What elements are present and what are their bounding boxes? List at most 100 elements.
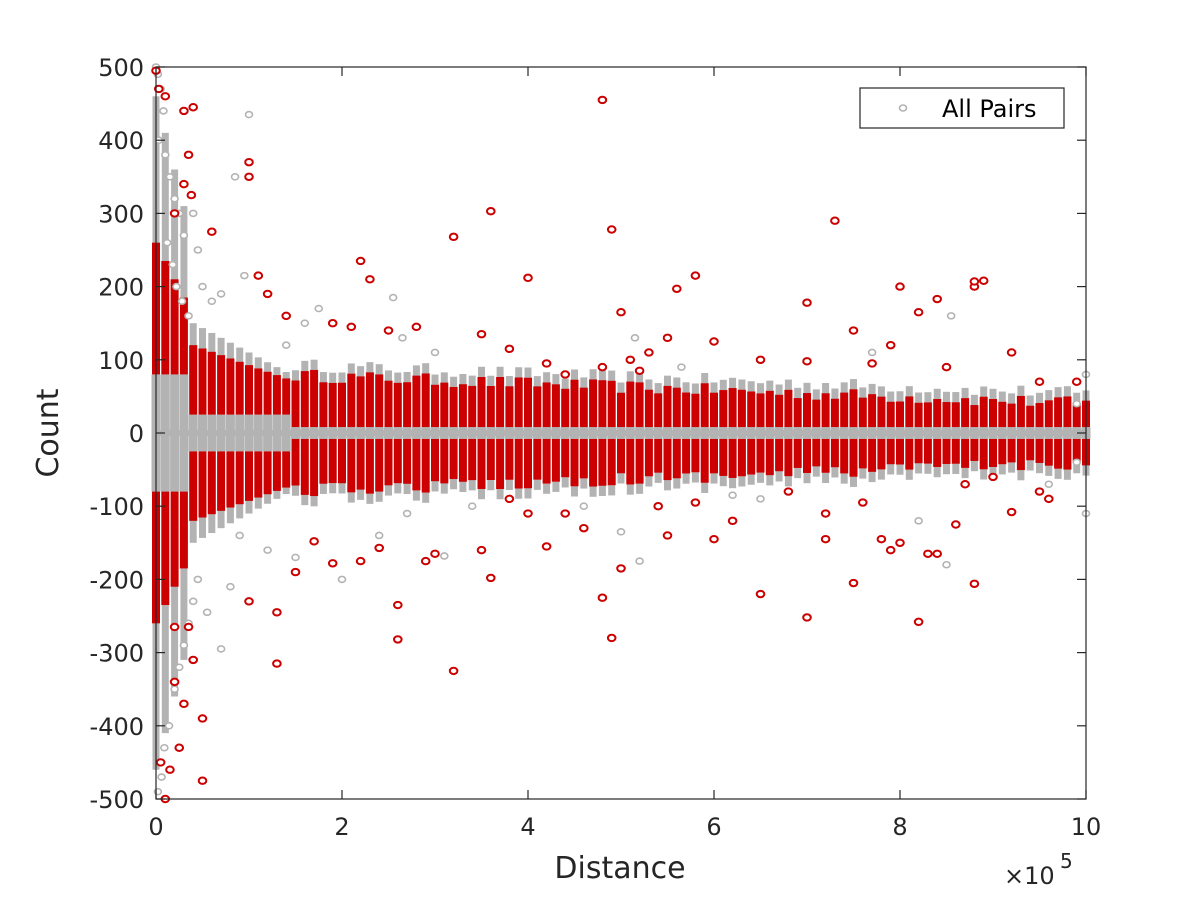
highlight-band-upper xyxy=(207,351,216,415)
highlight-band-upper xyxy=(328,382,337,428)
all-pairs-point xyxy=(630,334,640,342)
all-pairs-point xyxy=(314,304,324,313)
highlighted-point xyxy=(783,487,794,496)
highlighted-point xyxy=(913,308,924,317)
y-tick-label: 200 xyxy=(98,274,144,302)
all-pairs-point xyxy=(179,641,189,650)
highlight-band-lower xyxy=(412,438,421,491)
highlighted-point xyxy=(179,699,189,709)
highlighted-point xyxy=(885,340,896,350)
highlight-band-lower xyxy=(970,438,979,461)
dense-bands xyxy=(151,96,1091,770)
highlight-band-lower xyxy=(198,451,207,518)
highlight-band-upper xyxy=(849,389,858,428)
highlight-band-upper xyxy=(747,391,756,428)
all-pairs-point xyxy=(281,341,291,349)
highlighted-point xyxy=(197,714,208,723)
highlight-band-upper xyxy=(542,382,551,428)
highlight-band-upper xyxy=(403,382,412,428)
axis-tick-labels: 0 2 4 6 8 10 500 400 300 200 100 0 -100 -200 -300 -400 -… xyxy=(90,54,1102,841)
highlight-band-lower xyxy=(961,438,970,468)
highlighted-point xyxy=(504,494,515,504)
highlighted-point xyxy=(960,480,970,489)
highlight-band-lower xyxy=(868,438,877,472)
highlighted-point xyxy=(867,359,877,368)
all-pairs-point xyxy=(616,528,626,536)
y-tick-label: 400 xyxy=(98,127,144,155)
highlighted-point xyxy=(1034,377,1045,386)
all-pairs-point xyxy=(168,260,178,269)
all-pairs-point xyxy=(756,495,765,503)
y-tick-label: -500 xyxy=(90,786,144,814)
highlight-band-upper xyxy=(1007,403,1016,428)
highlight-band-upper xyxy=(998,401,1007,428)
all-pairs-point xyxy=(337,575,347,584)
highlighted-point xyxy=(183,622,194,632)
highlight-band-upper xyxy=(310,369,319,428)
highlight-band-lower xyxy=(254,451,263,498)
highlight-band-upper xyxy=(217,355,226,415)
all-pairs-point xyxy=(677,363,686,371)
highlight-band-lower xyxy=(384,438,393,486)
legend-box xyxy=(859,87,1065,129)
all-pairs-point xyxy=(188,597,198,606)
highlight-band-upper xyxy=(719,390,728,428)
highlight-band-upper xyxy=(886,401,895,428)
highlight-band-lower xyxy=(1016,438,1025,471)
highlight-band-upper xyxy=(431,384,439,428)
highlight-band-upper xyxy=(626,381,635,428)
highlighted-point xyxy=(820,534,831,544)
highlight-band-upper xyxy=(682,392,691,428)
all-pairs-point xyxy=(235,531,244,540)
all-pairs-point xyxy=(374,531,384,540)
highlight-band-lower xyxy=(235,451,244,505)
highlighted-point xyxy=(272,608,282,617)
highlight-band-upper xyxy=(505,386,514,428)
highlight-band-lower xyxy=(468,438,477,481)
highlight-band-lower xyxy=(170,491,179,587)
highlight-band-upper xyxy=(775,394,784,428)
all-pairs-point xyxy=(184,312,193,320)
highlight-band-upper xyxy=(728,388,737,428)
all-pairs-point xyxy=(174,663,184,672)
all-pairs-point xyxy=(170,194,179,203)
highlight-band-lower xyxy=(803,438,811,473)
highlight-band-upper xyxy=(951,402,960,428)
highlight-band-upper xyxy=(449,386,458,428)
all-pairs-point xyxy=(193,575,203,584)
highlighted-point xyxy=(672,284,682,293)
highlight-band-lower xyxy=(1007,438,1016,463)
highlight-band-lower xyxy=(812,438,821,467)
highlight-band-upper xyxy=(486,385,495,428)
highlighted-point xyxy=(169,209,180,218)
highlight-band-lower xyxy=(226,451,235,508)
y-tick-label: -100 xyxy=(90,493,144,521)
x-axis-title: Distance xyxy=(554,851,685,886)
highlight-band-lower xyxy=(793,438,802,468)
highlight-band-upper xyxy=(235,361,244,415)
highlighted-point xyxy=(634,366,645,375)
all-pairs-point xyxy=(439,552,449,560)
highlight-band-lower xyxy=(365,438,374,494)
highlighted-point xyxy=(448,232,459,242)
y-tick-label: -300 xyxy=(90,640,144,668)
highlighted-point xyxy=(941,362,952,372)
highlight-band-upper xyxy=(607,380,616,428)
y-tick-label: -400 xyxy=(90,713,144,741)
highlighted-point xyxy=(355,556,366,566)
highlighted-point xyxy=(606,225,617,234)
highlight-band-lower xyxy=(691,438,700,473)
highlight-band-upper xyxy=(756,393,765,428)
highlighted-point xyxy=(644,348,654,357)
all-pairs-point xyxy=(388,293,398,302)
highlighted-point xyxy=(560,509,571,518)
highlighted-point xyxy=(802,613,812,622)
highlighted-point xyxy=(179,179,189,189)
all-pairs-point xyxy=(216,290,226,298)
all-pairs-point xyxy=(1072,458,1081,467)
all-pairs-point xyxy=(161,151,170,159)
highlight-band-lower xyxy=(1054,438,1063,469)
x-axis-exponent: ×10 5 xyxy=(1004,849,1073,890)
highlight-band-upper xyxy=(691,393,700,428)
